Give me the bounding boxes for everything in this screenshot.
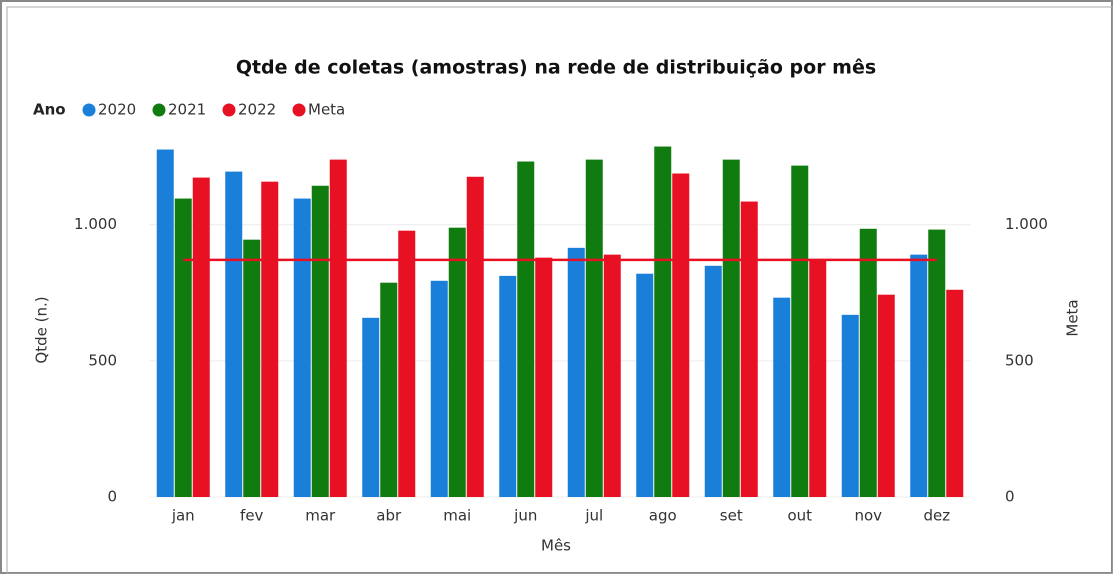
bar — [380, 282, 398, 497]
x-tick-label: out — [787, 507, 812, 525]
bar — [722, 159, 740, 497]
bar — [174, 198, 192, 497]
bar — [329, 159, 347, 497]
bar — [517, 161, 535, 498]
bar — [672, 173, 690, 497]
x-tick-label: jun — [513, 507, 537, 525]
bar — [398, 230, 416, 497]
legend-label: 2020 — [98, 101, 136, 119]
bar — [261, 181, 279, 497]
bar — [192, 177, 210, 498]
bar — [841, 314, 859, 497]
x-tick-label: jan — [171, 507, 195, 525]
inner-frame — [6, 6, 1113, 574]
bar — [466, 176, 484, 497]
bar — [809, 259, 827, 497]
y2-tick-label: 500 — [1005, 351, 1034, 369]
x-axis-label: Mês — [541, 537, 571, 555]
x-tick-label: mar — [305, 507, 336, 525]
bar — [603, 254, 621, 497]
legend-marker — [292, 103, 306, 117]
x-tick-label: nov — [854, 507, 882, 525]
bar — [585, 159, 603, 497]
bar — [636, 273, 654, 497]
legend-label: 2022 — [238, 101, 276, 119]
bar — [311, 185, 329, 497]
legend-label: Meta — [308, 101, 345, 119]
x-tick-label: fev — [240, 507, 264, 525]
bar — [704, 265, 722, 497]
x-tick-label: dez — [923, 507, 950, 525]
x-tick-label: abr — [376, 507, 402, 525]
y-tick-label: 500 — [88, 351, 117, 369]
bar — [535, 257, 553, 497]
bar — [243, 239, 261, 497]
x-tick-label: mai — [443, 507, 471, 525]
bar — [654, 146, 672, 498]
y2-axis-label: Meta — [1064, 299, 1082, 336]
bar — [430, 280, 448, 497]
legend-marker — [152, 103, 166, 117]
y-tick-label: 1.000 — [74, 215, 117, 233]
legend-marker — [222, 103, 236, 117]
bar — [225, 171, 243, 498]
x-tick-label: ago — [649, 507, 677, 525]
bar — [928, 229, 946, 497]
x-tick-label: jul — [584, 507, 603, 525]
legend-label: 2021 — [168, 101, 206, 119]
bar — [567, 247, 585, 497]
bar — [156, 149, 174, 497]
y2-tick-label: 1.000 — [1005, 215, 1048, 233]
x-tick-label: set — [720, 507, 743, 525]
legend-marker — [82, 103, 96, 117]
bar — [499, 275, 517, 497]
bar — [740, 201, 758, 498]
y-axis-label: Qtde (n.) — [33, 296, 51, 363]
chart-title: Qtde de coletas (amostras) na rede de di… — [236, 57, 876, 79]
legend-title: Ano — [33, 101, 66, 119]
bar — [859, 228, 877, 497]
bar — [362, 317, 380, 497]
bar — [791, 165, 809, 497]
bar — [946, 289, 964, 497]
bar — [773, 297, 791, 497]
bar — [877, 294, 895, 497]
y-tick-label: 0 — [107, 488, 117, 506]
bar — [910, 254, 928, 497]
y2-tick-label: 0 — [1005, 488, 1015, 506]
bar — [293, 198, 311, 497]
bar — [448, 227, 466, 498]
